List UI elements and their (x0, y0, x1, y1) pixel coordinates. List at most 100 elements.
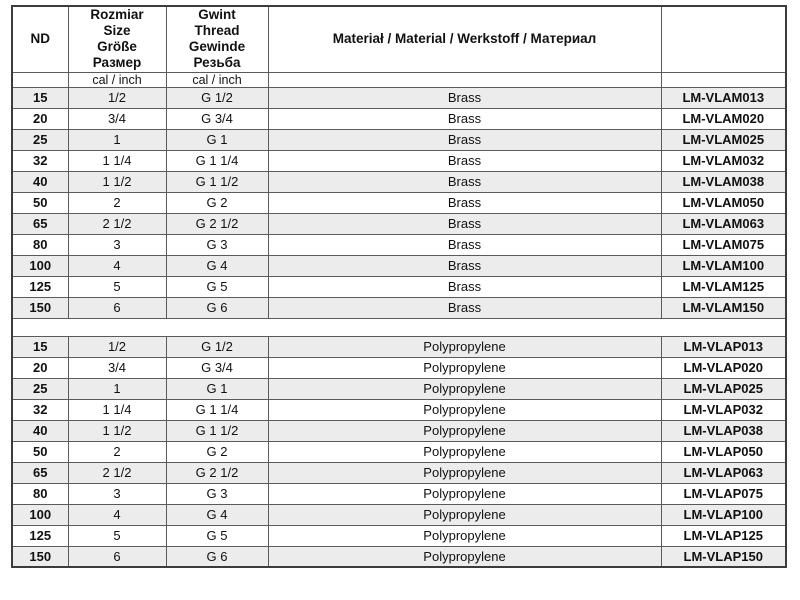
table-row: 150 6 G 6 Brass LM-VLAM150 (11, 296, 787, 319)
table-row: 65 2 1/2 G 2 1/2 Brass LM-VLAM063 (11, 212, 787, 235)
cell-product-code: LM-VLAP050 (660, 440, 787, 463)
subheader-material-empty (267, 71, 662, 88)
table-row: 50 2 G 2 Polypropylene LM-VLAP050 (11, 440, 787, 463)
subheader-thread-unit: cal / inch (165, 71, 269, 88)
subheader-code-empty (660, 71, 787, 88)
separator-row (11, 317, 787, 337)
cell-nd: 25 (11, 128, 69, 151)
cell-material: Polypropylene (267, 503, 662, 526)
cell-nd: 150 (11, 545, 69, 568)
cell-nd: 125 (11, 524, 69, 547)
cell-material: Brass (267, 212, 662, 235)
cell-thread: G 6 (165, 296, 269, 319)
cell-product-code: LM-VLAP032 (660, 398, 787, 421)
cell-thread: G 1 (165, 377, 269, 400)
cell-size: 2 (67, 191, 167, 214)
cell-thread: G 1 1/2 (165, 170, 269, 193)
cell-nd: 32 (11, 398, 69, 421)
cell-thread: G 5 (165, 275, 269, 298)
table-row: 50 2 G 2 Brass LM-VLAM050 (11, 191, 787, 214)
cell-size: 5 (67, 275, 167, 298)
cell-thread: G 3/4 (165, 107, 269, 130)
cell-thread: G 3/4 (165, 356, 269, 379)
cell-material: Polypropylene (267, 440, 662, 463)
cell-thread: G 3 (165, 233, 269, 256)
cell-size: 1 1/2 (67, 419, 167, 442)
cell-thread: G 1 (165, 128, 269, 151)
table-header: ND Rozmiar Size Größe Размер Gwint Threa… (11, 5, 787, 88)
subheader-size-unit: cal / inch (67, 71, 167, 88)
cell-material: Polypropylene (267, 545, 662, 568)
cell-material: Polypropylene (267, 398, 662, 421)
cell-size: 3 (67, 482, 167, 505)
table-row: 125 5 G 5 Brass LM-VLAM125 (11, 275, 787, 298)
table-row: 80 3 G 3 Polypropylene LM-VLAP075 (11, 482, 787, 505)
cell-material: Brass (267, 107, 662, 130)
cell-nd: 65 (11, 212, 69, 235)
cell-nd: 50 (11, 440, 69, 463)
cell-material: Polypropylene (267, 356, 662, 379)
cell-thread: G 2 1/2 (165, 212, 269, 235)
cell-product-code: LM-VLAP038 (660, 419, 787, 442)
cell-material: Brass (267, 233, 662, 256)
cell-material: Polypropylene (267, 524, 662, 547)
cell-material: Polypropylene (267, 461, 662, 484)
cell-product-code: LM-VLAM125 (660, 275, 787, 298)
cell-product-code: LM-VLAM025 (660, 128, 787, 151)
cell-product-code: LM-VLAM075 (660, 233, 787, 256)
table-row: 32 1 1/4 G 1 1/4 Brass LM-VLAM032 (11, 149, 787, 172)
table-row: 15 1/2 G 1/2 Brass LM-VLAM013 (11, 86, 787, 109)
cell-thread: G 4 (165, 254, 269, 277)
cell-product-code: LM-VLAM038 (660, 170, 787, 193)
table-row: 80 3 G 3 Brass LM-VLAM075 (11, 233, 787, 256)
cell-thread: G 5 (165, 524, 269, 547)
cell-nd: 100 (11, 503, 69, 526)
cell-product-code: LM-VLAM020 (660, 107, 787, 130)
cell-size: 1 1/2 (67, 170, 167, 193)
cell-thread: G 4 (165, 503, 269, 526)
cell-thread: G 2 (165, 440, 269, 463)
cell-nd: 65 (11, 461, 69, 484)
cell-thread: G 2 (165, 191, 269, 214)
header-size: Rozmiar Size Größe Размер (67, 5, 167, 73)
table-row: 25 1 G 1 Polypropylene LM-VLAP025 (11, 377, 787, 400)
cell-product-code: LM-VLAP075 (660, 482, 787, 505)
table-subheader: cal / inch cal / inch (11, 71, 787, 88)
cell-nd: 20 (11, 107, 69, 130)
cell-size: 1 1/4 (67, 398, 167, 421)
section-polypropylene: 15 1/2 G 1/2 Polypropylene LM-VLAP013 20… (11, 335, 787, 568)
cell-size: 3/4 (67, 107, 167, 130)
table-row: 125 5 G 5 Polypropylene LM-VLAP125 (11, 524, 787, 547)
cell-size: 3 (67, 233, 167, 256)
table-row: 150 6 G 6 Polypropylene LM-VLAP150 (11, 545, 787, 568)
cell-product-code: LM-VLAM100 (660, 254, 787, 277)
cell-material: Polypropylene (267, 377, 662, 400)
cell-material: Brass (267, 128, 662, 151)
cell-size: 1 (67, 128, 167, 151)
cell-thread: G 1/2 (165, 86, 269, 109)
cell-size: 2 1/2 (67, 212, 167, 235)
subheader-nd-empty (11, 71, 69, 88)
cell-product-code: LM-VLAP013 (660, 335, 787, 358)
cell-thread: G 1 1/4 (165, 398, 269, 421)
cell-nd: 32 (11, 149, 69, 172)
cell-thread: G 1 1/2 (165, 419, 269, 442)
cell-nd: 125 (11, 275, 69, 298)
cell-nd: 15 (11, 86, 69, 109)
cell-nd: 25 (11, 377, 69, 400)
cell-size: 1/2 (67, 86, 167, 109)
header-thread: Gwint Thread Gewinde Резьба (165, 5, 269, 73)
table-row: 15 1/2 G 1/2 Polypropylene LM-VLAP013 (11, 335, 787, 358)
cell-thread: G 2 1/2 (165, 461, 269, 484)
cell-material: Brass (267, 191, 662, 214)
cell-material: Brass (267, 86, 662, 109)
cell-size: 6 (67, 296, 167, 319)
table-row: 40 1 1/2 G 1 1/2 Polypropylene LM-VLAP03… (11, 419, 787, 442)
cell-size: 1/2 (67, 335, 167, 358)
cell-material: Brass (267, 296, 662, 319)
cell-product-code: LM-VLAM050 (660, 191, 787, 214)
cell-size: 5 (67, 524, 167, 547)
cell-material: Brass (267, 170, 662, 193)
cell-product-code: LM-VLAP150 (660, 545, 787, 568)
cell-material: Polypropylene (267, 419, 662, 442)
